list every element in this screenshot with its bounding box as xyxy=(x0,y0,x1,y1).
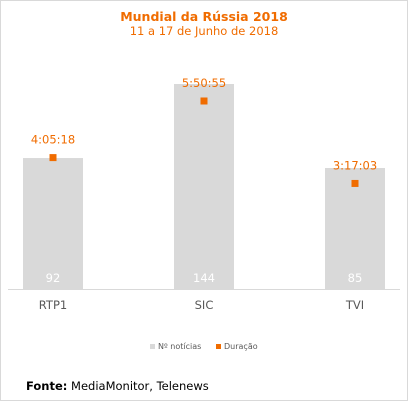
bar-sic xyxy=(174,84,234,289)
duration-marker xyxy=(351,179,359,187)
legend-label-duracao: Duração xyxy=(224,342,258,351)
duration-marker xyxy=(49,154,57,162)
bar-value-label: 144 xyxy=(193,271,215,285)
duration-marker xyxy=(200,97,208,105)
bar-value-label: 92 xyxy=(46,271,61,285)
duration-label: 5:50:55 xyxy=(182,76,226,90)
category-label: TVI xyxy=(345,298,364,312)
category-label: SIC xyxy=(195,298,214,312)
legend-swatch-noticias xyxy=(150,344,155,349)
bar-value-label: 85 xyxy=(348,271,363,285)
duration-label: 3:17:03 xyxy=(333,158,377,172)
chart-title: Mundial da Rússia 2018 xyxy=(120,9,288,24)
legend-swatch-duracao xyxy=(216,344,221,349)
chart-subtitle: 11 a 17 de Junho de 2018 xyxy=(129,24,279,38)
bar-rtp1 xyxy=(23,158,83,289)
category-label: RTP1 xyxy=(39,298,67,312)
bar-tvi xyxy=(325,167,385,289)
legend-label-noticias: Nº notícias xyxy=(158,342,201,351)
duration-label: 4:05:18 xyxy=(31,133,75,147)
source-label: Fonte: xyxy=(26,379,68,393)
source-text: MediaMonitor, Telenews xyxy=(67,379,209,393)
source-note: Fonte: MediaMonitor, Telenews xyxy=(26,379,209,393)
